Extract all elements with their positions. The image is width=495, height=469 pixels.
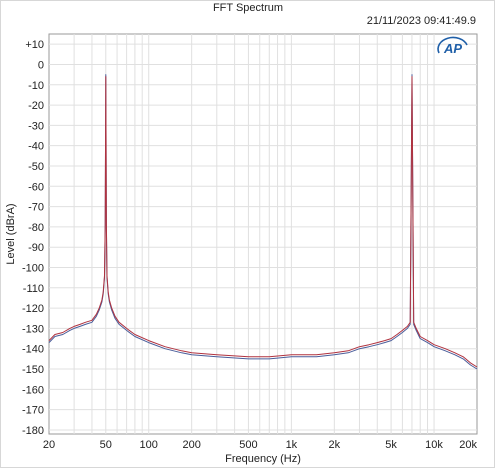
y-tick-label: 0	[38, 59, 44, 71]
series-line-2	[48, 76, 478, 368]
series-line-1	[48, 74, 478, 370]
x-tick-label: 5k	[385, 439, 397, 451]
y-tick-label: -150	[22, 364, 44, 376]
ap-logo-text: AP	[443, 41, 462, 56]
chart-title: FFT Spectrum	[213, 2, 283, 14]
y-tick-label: -180	[22, 425, 44, 437]
x-tick-label: 50	[100, 439, 112, 451]
grid-lines	[49, 34, 477, 434]
x-axis-label: Frequency (Hz)	[225, 453, 301, 465]
ap-logo-swoosh	[437, 36, 468, 54]
x-tick-labels: 20 50 100 200 500 1k 2k 5k 10k 20k	[43, 439, 478, 451]
y-axis-label: Level (dBrA)	[5, 203, 17, 264]
x-tick-label: 10k	[425, 439, 443, 451]
y-tick-label: -100	[22, 263, 44, 275]
y-tick-label: -170	[22, 405, 44, 417]
y-tick-label: -110	[23, 283, 44, 295]
x-tick-label: 100	[140, 439, 158, 451]
y-tick-label: -160	[22, 384, 44, 396]
y-tick-label: -40	[28, 141, 44, 153]
y-tick-label: -50	[28, 161, 44, 173]
y-tick-label: +10	[25, 39, 44, 51]
x-tick-label: 1k	[286, 439, 298, 451]
y-tick-label: -60	[28, 181, 44, 193]
y-tick-label: -20	[28, 100, 44, 112]
x-tick-label: 500	[239, 439, 257, 451]
plot-area	[48, 33, 478, 435]
x-tick-label: 2k	[329, 439, 341, 451]
timestamp-label: 21/11/2023 09:41:49.9	[367, 15, 476, 27]
x-tick-label: 20	[43, 439, 55, 451]
x-tick-label: 200	[182, 439, 200, 451]
y-tick-label: -140	[22, 344, 44, 356]
series-layer	[48, 74, 478, 370]
x-tick-label: 20k	[459, 439, 477, 451]
y-tick-label: -80	[28, 222, 44, 234]
ap-logo: AP	[437, 36, 468, 56]
y-tick-label: -10	[28, 80, 44, 92]
y-tick-label: -30	[28, 120, 44, 132]
y-tick-label: -70	[28, 202, 44, 214]
y-tick-label: -130	[22, 323, 44, 335]
y-tick-label: -90	[28, 242, 44, 254]
y-tick-label: -120	[22, 303, 44, 315]
y-tick-labels: +10 0 -10 -20 -30 -40 -50 -60 -70 -80 -90 -100 -110 -…	[22, 39, 44, 437]
